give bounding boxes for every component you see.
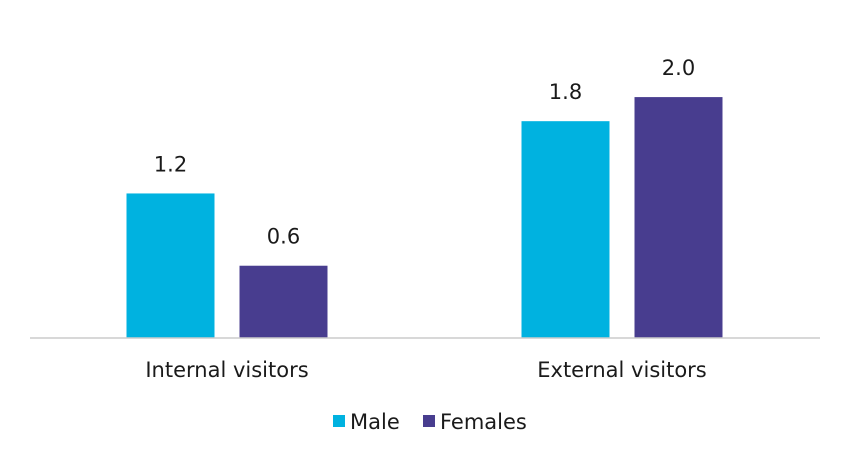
- data-labels-layer: 1.2 0.6 1.8 2.0: [154, 56, 695, 249]
- legend-swatch-females: [423, 415, 435, 427]
- data-label: 1.8: [549, 80, 582, 104]
- bar-male-external: [521, 121, 610, 338]
- data-label: 2.0: [662, 56, 695, 80]
- category-label: Internal visitors: [145, 358, 308, 382]
- data-label: 1.2: [154, 152, 187, 176]
- legend-label-male: Male: [350, 410, 400, 434]
- legend-label-females: Females: [440, 410, 527, 434]
- bars-layer: [126, 97, 723, 338]
- data-label: 0.6: [267, 225, 300, 249]
- legend: Male Females: [333, 410, 527, 434]
- bar-male-internal: [126, 193, 215, 338]
- category-label: External visitors: [537, 358, 707, 382]
- bar-females-internal: [239, 265, 328, 338]
- bar-females-external: [634, 97, 723, 338]
- category-labels-layer: Internal visitors External visitors: [145, 358, 706, 382]
- legend-swatch-male: [333, 415, 345, 427]
